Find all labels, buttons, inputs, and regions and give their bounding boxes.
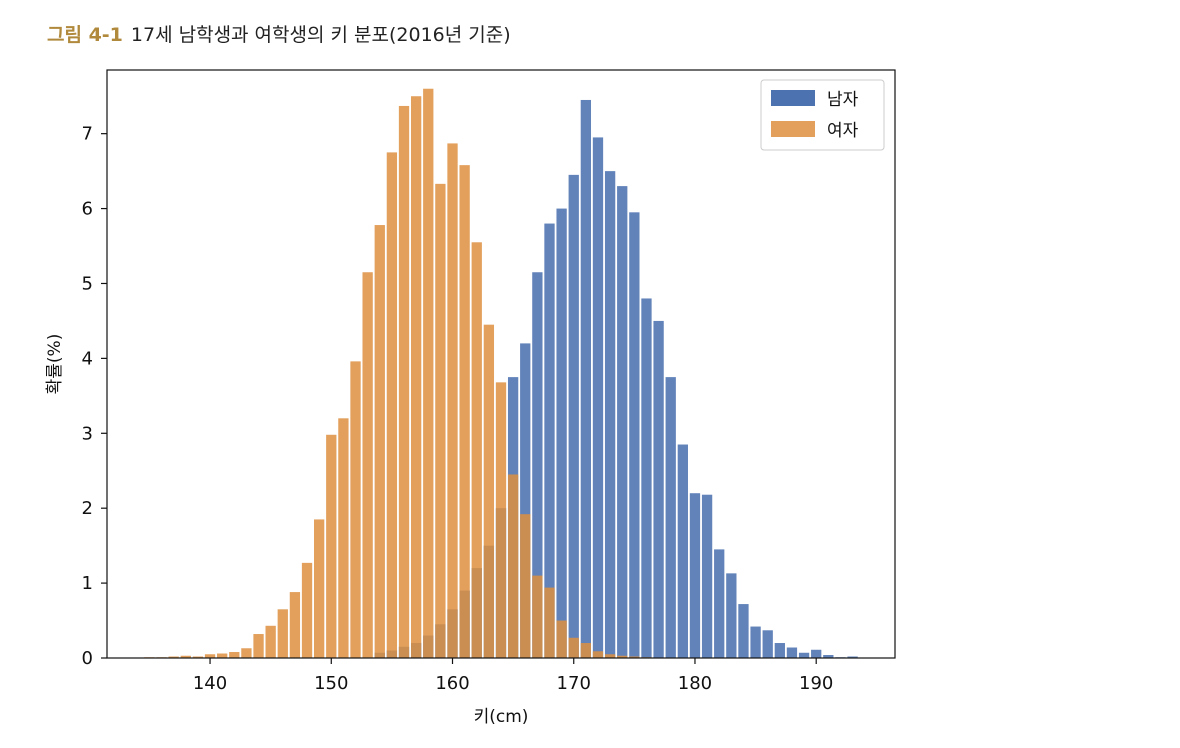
figure-caption: 그림 4-1 17세 남학생과 여학생의 키 분포(2016년 기준) (47, 20, 511, 47)
bar-female-143 (241, 648, 252, 658)
bar-male-174 (617, 186, 628, 658)
y-tick-label-4: 4 (82, 348, 93, 369)
figure-title: 17세 남학생과 여학생의 키 분포(2016년 기준) (130, 24, 511, 46)
bar-female-139 (192, 656, 204, 658)
bar-female-146 (277, 609, 288, 658)
bar-male-183 (726, 573, 737, 658)
bar-female-150 (326, 434, 337, 658)
bar-male-182 (714, 549, 725, 658)
legend-swatch-female (771, 121, 815, 137)
x-axis: 140 150 160 170 180 190 (193, 658, 833, 694)
bar-female-152 (350, 361, 361, 658)
bar-male-188 (786, 647, 798, 658)
y-tick-label-6: 6 (82, 199, 93, 220)
bar-female-144 (253, 634, 264, 658)
bar-female-169 (556, 620, 567, 658)
x-tick-label-180: 180 (678, 673, 712, 694)
x-axis-label: 키(cm) (474, 707, 529, 727)
bar-male-191 (823, 655, 834, 658)
bar-female-158 (423, 88, 434, 659)
bar-female-159 (435, 183, 446, 658)
bar-female-174 (617, 655, 628, 658)
bar-male-169 (556, 208, 567, 658)
y-tick-label-3: 3 (82, 423, 93, 444)
bar-male-185 (750, 626, 761, 658)
bar-female-168 (544, 587, 555, 658)
bar-male-172 (592, 137, 604, 658)
bar-male-167 (532, 272, 543, 658)
y-tick-label-7: 7 (82, 124, 93, 145)
bar-female-154 (374, 225, 385, 659)
bar-female-142 (229, 652, 240, 658)
y-tick-label-1: 1 (82, 573, 93, 594)
bar-female-137 (168, 656, 179, 658)
bar-female-167 (532, 575, 543, 658)
bar-female-161 (459, 165, 470, 658)
bar-male-173 (604, 171, 616, 658)
bar-female-166 (520, 514, 531, 658)
y-tick-label-5: 5 (82, 273, 93, 294)
bar-female-138 (180, 655, 191, 658)
bar-female-175 (629, 656, 640, 658)
bar-male-193 (847, 656, 858, 658)
bar-female-140 (204, 654, 216, 658)
x-tick-label-160: 160 (435, 673, 469, 694)
bar-female-170 (568, 637, 579, 658)
bar-female-141 (217, 653, 228, 658)
plot-frame (106, 69, 896, 659)
bar-male-180 (689, 493, 701, 658)
bar-female-145 (265, 625, 276, 658)
legend: 남자 여자 (760, 79, 885, 151)
bar-female-148 (301, 562, 313, 658)
bar-female-147 (289, 592, 301, 658)
figure-number: 그림 4-1 (47, 24, 123, 46)
bar-female-171 (580, 643, 592, 658)
bar-male-186 (762, 630, 773, 658)
x-tick-label-140: 140 (193, 673, 227, 694)
bar-female-163 (483, 324, 495, 658)
bar-male-171 (580, 99, 592, 658)
bar-female-151 (338, 418, 349, 658)
bar-male-175 (629, 212, 640, 658)
female-series (144, 88, 652, 659)
bar-female-149 (314, 519, 325, 658)
bar-female-155 (386, 152, 398, 658)
bar-female-172 (592, 651, 604, 658)
bar-male-178 (665, 377, 676, 658)
bar-male-176 (641, 298, 652, 658)
x-tick-label-150: 150 (314, 673, 348, 694)
y-tick-label-0: 0 (82, 648, 93, 669)
bar-male-189 (798, 652, 810, 658)
bar-male-166 (520, 343, 531, 658)
legend-label-male: 남자 (827, 90, 859, 110)
bar-male-190 (811, 649, 822, 658)
bar-female-160 (447, 143, 458, 658)
bar-female-162 (471, 242, 482, 658)
bar-male-177 (653, 320, 664, 658)
bar-male-170 (568, 174, 579, 658)
legend-swatch-male (771, 90, 815, 106)
bar-male-168 (544, 223, 555, 659)
y-axis: 0 1 2 3 4 5 6 7 (82, 124, 107, 669)
bar-male-181 (701, 494, 713, 658)
bar-male-187 (774, 643, 785, 658)
bar-female-164 (495, 382, 507, 658)
legend-label-female: 여자 (827, 121, 859, 141)
bar-female-153 (362, 272, 373, 658)
bar-female-173 (604, 654, 616, 658)
bar-male-184 (738, 604, 749, 658)
x-tick-label-190: 190 (799, 673, 833, 694)
bar-male-179 (677, 444, 688, 658)
y-axis-label: 확률(%) (45, 334, 65, 395)
y-tick-label-2: 2 (82, 498, 93, 519)
bar-female-165 (507, 474, 519, 658)
x-tick-label-170: 170 (557, 673, 591, 694)
bar-female-156 (398, 105, 410, 658)
bar-female-157 (410, 96, 422, 659)
